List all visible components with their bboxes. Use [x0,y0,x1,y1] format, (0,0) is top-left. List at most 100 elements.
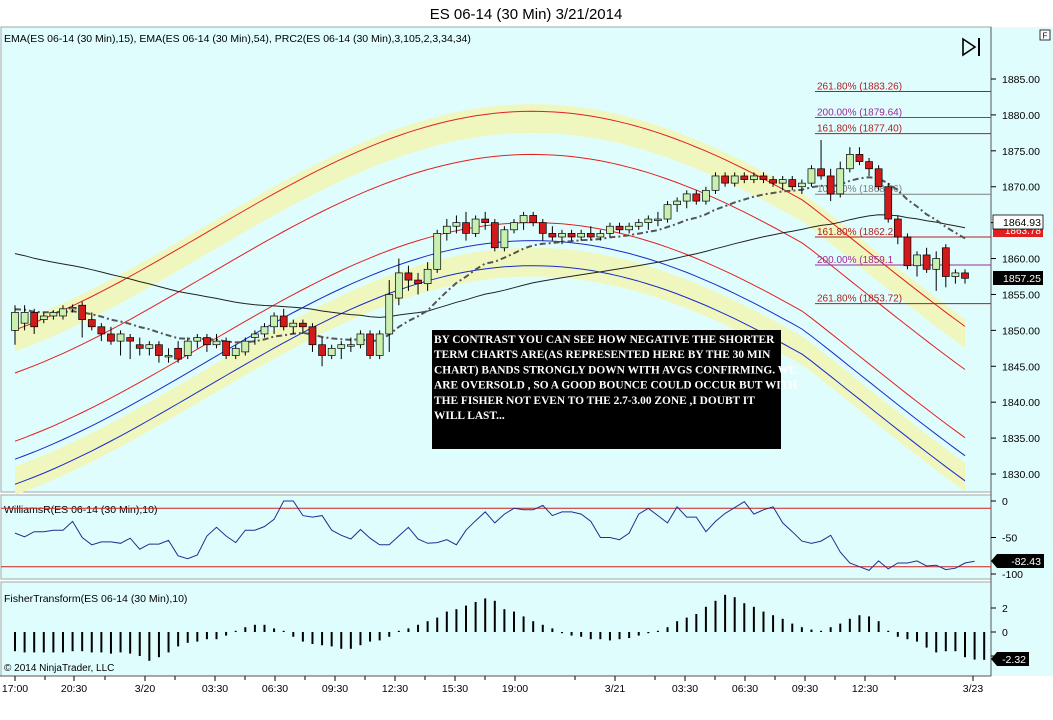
candle-up [375,333,384,356]
ema-15-line [14,176,966,344]
candle-up [193,337,202,342]
candle-down [884,186,893,220]
candle-down [366,333,374,356]
candle-up [750,175,758,180]
time-tick-label: 12:30 [852,683,878,695]
candle-up [702,189,710,202]
fisher-last-label: -2.32 [1002,654,1026,666]
fib-level-label: 200.00% (1879.64) [817,107,902,118]
candle-down [135,344,144,349]
candle-down [462,222,470,234]
fisher-tick-label: 0 [1002,627,1008,639]
time-tick-label: 03:30 [202,683,228,695]
candle-up [270,315,278,328]
time-tick-label: 09:30 [322,683,348,695]
time-tick-label: 17:00 [2,683,28,695]
upper-band-fill [15,104,965,352]
candle-up [596,233,605,238]
fib-level-label: 100.00% (1868.96) [817,184,902,195]
candle-up [711,175,720,191]
candle-up [20,312,29,324]
williams-last-label: -82.43 [1011,556,1041,568]
price-tick-label: 1845.00 [1002,361,1040,373]
price-tick-label: 1875.00 [1002,146,1040,158]
candle-up [500,229,509,249]
williams-r-plot: 0 -50 -100 [1,496,1023,581]
candle-down [538,222,547,234]
candle-up [471,218,480,234]
fib-levels: 261.80% (1883.26) 200.00% (1879.64) 161.80… [815,81,991,305]
candle-down [721,175,729,184]
price-tick-label: 1885.00 [1002,74,1040,86]
candle-up [385,294,394,335]
candle-down [404,272,413,281]
price-tick-label: 1840.00 [1002,397,1040,409]
candle-up [673,200,681,206]
price-axis: 1830.00 1835.00 1840.00 1845.00 1850.00 1855.… [991,74,1040,481]
candle-up [442,225,451,234]
chart-title: ES 06-14 (30 Min) 3/21/2014 [430,6,623,23]
candle-up [951,272,960,277]
time-tick-label: 06:30 [732,683,758,695]
lower-band-fill [15,247,965,496]
candle-up [913,254,921,267]
candle-down [941,247,950,277]
candle-down [826,175,835,195]
candle-up [625,225,633,231]
annotation-note-text: BY CONTRAST YOU CAN SEE HOW NEGATIVE THE… [434,334,797,422]
candle-down [567,233,576,238]
candle-down [586,233,595,238]
price-panel-label: EMA(ES 06-14 (30 Min),15), EMA(ES 06-14 … [4,33,471,45]
last-price-label: 1857.25 [1003,273,1041,285]
price-tick-label: 1870.00 [1002,182,1040,194]
price-tick-label: 1855.00 [1002,289,1040,301]
candle-up [452,222,461,227]
candle-down [692,193,701,202]
band-layer [14,104,966,496]
candle-up [423,268,432,285]
candle-down [299,322,307,328]
candle-up [164,355,173,358]
candle-up [49,312,58,317]
candle-down [548,233,557,238]
lower-red-band [14,222,966,442]
svg-text:1863.78: 1863.78 [1005,226,1042,237]
candle-down [318,344,326,356]
upper-outer-band [14,110,966,331]
candle-up [845,154,854,170]
williams-tick-label: 0 [1002,496,1008,508]
candle-up [289,322,298,328]
candle-down [817,168,825,177]
candle-down [126,337,135,342]
williams-tick-label: -50 [1002,533,1017,545]
time-tick-label: 03:30 [672,683,698,695]
copyright-text: © 2014 NinjaTrader, LLC [4,663,114,674]
candle-down [769,179,777,184]
time-tick-label: 09:30 [792,683,818,695]
williams-tick-label: -100 [1002,569,1023,581]
candle-down [107,333,115,342]
price-tick-label: 1880.00 [1002,110,1040,122]
lower-blue-band [14,265,966,485]
f-icon[interactable]: F [1039,29,1051,41]
fisher-panel-bg [0,581,992,677]
svg-text:F: F [1043,32,1048,41]
candles [11,140,969,367]
candle-up [327,347,336,356]
williams-panel-label: WilliamsR(ES 06-14 (30 Min),10) [4,504,157,516]
scroll-to-end-icon[interactable] [962,37,980,57]
candle-up [116,333,125,342]
candle-down [759,175,768,180]
candle-down [308,326,317,346]
candle-down [481,218,490,223]
time-tick-label: 3/21 [605,683,626,695]
fib-level-label: 261.80% (1883.26) [817,81,902,92]
candle-up [682,193,691,202]
fisher-tick-label: 2 [1002,603,1008,615]
candle-up [347,344,355,347]
candle-down [529,215,538,223]
marker-price-tag: 1863.78 1864.93 [992,214,1044,237]
candle-down [903,236,912,267]
candle-up [654,218,662,221]
